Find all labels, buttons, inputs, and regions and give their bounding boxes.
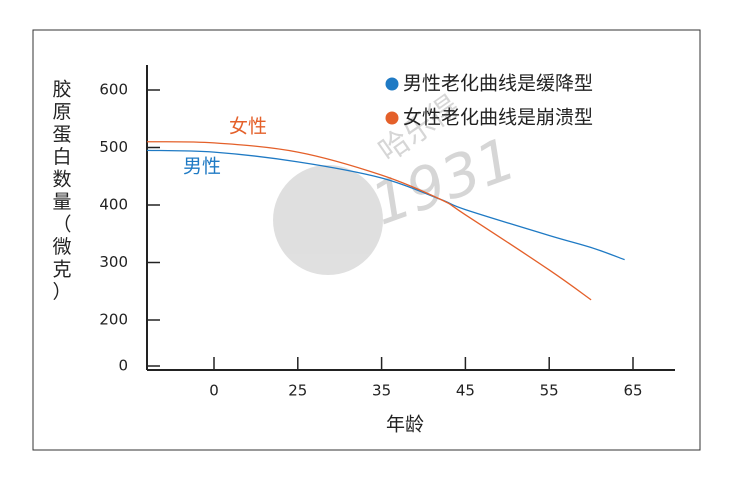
y-axis-title-char: 量 (52, 191, 71, 213)
x-axis-title: 年龄 (386, 414, 424, 436)
legend-label: 男性老化曲线是缓降型 (403, 73, 593, 95)
legend-marker (385, 77, 399, 91)
x-tick-label: 55 (540, 382, 559, 400)
y-axis-title-char: 白 (52, 146, 71, 168)
y-tick-label: 300 (99, 253, 128, 271)
legend-marker (385, 111, 399, 125)
series-line (146, 141, 592, 301)
x-tick-label: 35 (372, 382, 391, 400)
y-tick-label: 200 (99, 311, 128, 329)
watermark-logo (273, 165, 383, 275)
y-axis-title-char: 蛋 (52, 124, 71, 146)
y-tick-label: 600 (99, 81, 128, 99)
series-label: 女性 (229, 116, 267, 138)
y-axis-title-char: 原 (52, 101, 71, 123)
frame (32, 29, 701, 451)
y-tick-label: 500 (99, 138, 128, 156)
y-axis-title-char: （ (52, 214, 71, 236)
y-tick-label: 0 (118, 357, 128, 375)
x-tick-label: 25 (288, 382, 307, 400)
y-axis-title-char: 克 (52, 259, 71, 281)
series-label: 男性 (183, 156, 221, 178)
y-axis-title-char: ） (52, 281, 71, 303)
x-tick-label: 65 (623, 382, 642, 400)
legend-label: 女性老化曲线是崩溃型 (403, 107, 593, 129)
y-tick-label: 400 (99, 196, 128, 214)
x-tick-label: 45 (456, 382, 475, 400)
y-axis-title-char: 数 (52, 169, 71, 191)
x-tick-label: 0 (209, 382, 219, 400)
y-axis-title-char: 胶 (52, 79, 71, 101)
y-axis-title-char: 微 (52, 236, 71, 258)
